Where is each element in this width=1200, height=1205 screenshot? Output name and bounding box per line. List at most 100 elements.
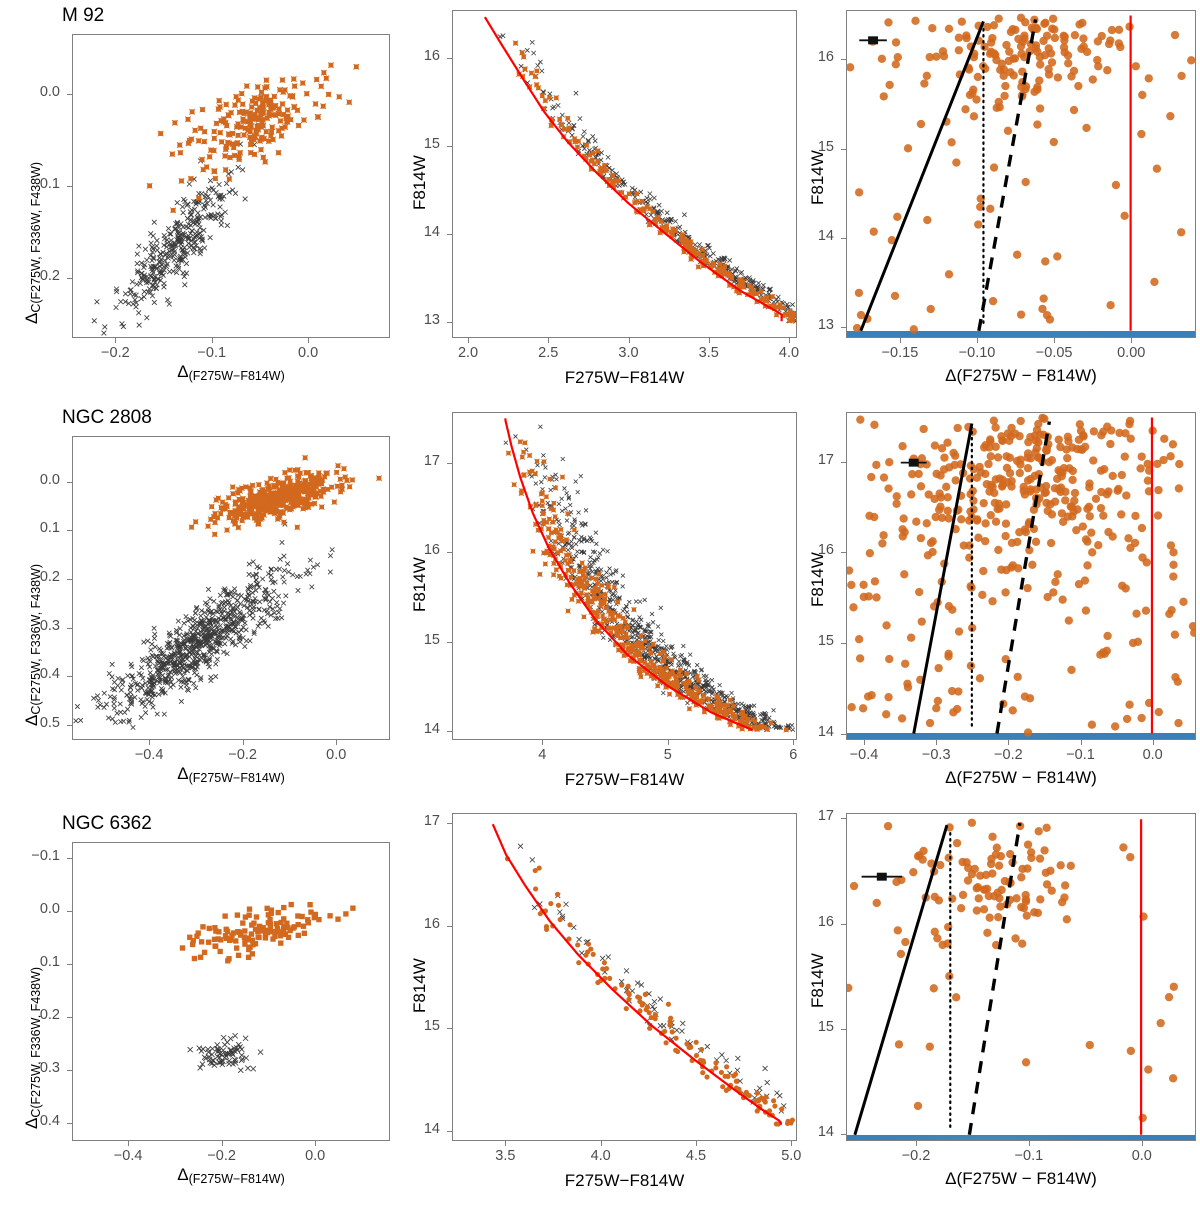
figure-row-m92: M 92 ΔC(F275W, F336W, F438W) Δ(F275W−F81… bbox=[0, 0, 1200, 402]
panel-chm-m92: M 92 ΔC(F275W, F336W, F438W) Δ(F275W−F81… bbox=[0, 0, 400, 402]
heat-blob-layer bbox=[847, 330, 1195, 337]
y-tick-mark bbox=[67, 1122, 72, 1124]
panel-chm-ngc2808: NGC 2808 ΔC(F275W, F336W, F438W) Δ(F275W… bbox=[0, 402, 400, 804]
figure-row-ngc2808: NGC 2808 ΔC(F275W, F336W, F438W) Δ(F275W… bbox=[0, 402, 1200, 804]
heat-blob-layer bbox=[847, 1134, 1195, 1141]
y-tick-label: 15 bbox=[423, 1018, 440, 1035]
heat-blob-layer bbox=[847, 1134, 1195, 1141]
heat-blob-layer bbox=[847, 330, 1195, 337]
y-tick-label: 16 bbox=[817, 49, 834, 66]
heat-blob-layer bbox=[847, 733, 1195, 739]
x-tick-label: −0.1 bbox=[197, 345, 227, 361]
heat-blob-layer bbox=[847, 733, 1195, 739]
heat-blob-layer bbox=[847, 1134, 1195, 1141]
y-tick-label: 17 bbox=[817, 808, 834, 825]
x-tick-mark bbox=[695, 1141, 697, 1147]
x-axis-label-chm-ngc6362: Δ(F275W−F814W) bbox=[72, 1165, 390, 1186]
heat-blob-layer bbox=[847, 733, 1195, 739]
y-tick-mark bbox=[67, 579, 72, 581]
y-tick-label: 15 bbox=[817, 1018, 834, 1035]
ylabel-delta: Δ bbox=[22, 312, 41, 324]
panel-title-m92: M 92 bbox=[62, 5, 105, 26]
y-tick-label: 14 bbox=[817, 1123, 834, 1140]
y-tick-label: 17 bbox=[423, 453, 440, 470]
y-tick-mark bbox=[841, 643, 846, 645]
y-tick-mark bbox=[447, 730, 452, 732]
y-tick-mark bbox=[447, 463, 452, 465]
y-tick-mark bbox=[67, 725, 72, 726]
x-tick-mark bbox=[1131, 338, 1133, 343]
ylabel-sub: C(F275W, F336W, F438W) bbox=[29, 563, 43, 715]
x-tick-mark bbox=[1028, 1141, 1030, 1147]
x-tick-mark bbox=[899, 338, 901, 343]
y-tick-label: 0.2 bbox=[39, 569, 60, 586]
x-tick-mark bbox=[600, 1141, 602, 1147]
y-tick-label: 16 bbox=[817, 913, 834, 930]
x-tick-label: 0.0 bbox=[305, 1148, 326, 1165]
heat-blob-layer bbox=[847, 330, 1195, 337]
heat-blob-layer bbox=[847, 330, 1195, 337]
y-tick-label: 14 bbox=[817, 227, 834, 244]
x-tick-mark bbox=[505, 1141, 507, 1147]
y-tick-mark bbox=[67, 858, 72, 860]
x-tick-mark bbox=[708, 338, 710, 343]
x-tick-label: −0.1 bbox=[1014, 1148, 1044, 1165]
y-tick-mark bbox=[67, 910, 72, 912]
y-tick-label: 0.4 bbox=[39, 1112, 60, 1129]
x-tick-mark bbox=[149, 739, 151, 745]
y-tick-mark bbox=[67, 93, 72, 95]
heat-blob-layer bbox=[847, 330, 1195, 337]
y-axis-label-density-ngc2808: F814W bbox=[808, 551, 827, 607]
x-tick-mark bbox=[1141, 1141, 1143, 1147]
y-tick-label: 0.1 bbox=[39, 953, 60, 970]
x-tick-label: −0.4 bbox=[113, 1148, 143, 1165]
heat-blob-layer bbox=[847, 1134, 1195, 1141]
y-tick-label: 14 bbox=[423, 720, 440, 737]
density-heatmap-ngc6362 bbox=[847, 814, 1195, 1141]
plot-area-chm-m92 bbox=[72, 34, 390, 338]
heat-blob-layer bbox=[847, 1134, 1195, 1141]
x-tick-label: −0.15 bbox=[881, 345, 919, 361]
x-tick-mark bbox=[667, 739, 669, 745]
x-tick-label: 5.0 bbox=[781, 1148, 802, 1165]
x-tick-label: 4.0 bbox=[590, 1148, 611, 1165]
heat-blob-layer bbox=[847, 733, 1195, 739]
x-tick-label: 3.5 bbox=[495, 1148, 516, 1165]
y-tick-mark bbox=[447, 1130, 452, 1132]
y-tick-mark bbox=[67, 1016, 72, 1018]
y-tick-label: 0.2 bbox=[39, 1006, 60, 1023]
x-tick-mark bbox=[1080, 739, 1082, 745]
heat-blob-layer bbox=[847, 1134, 1195, 1141]
y-tick-label: 0.0 bbox=[39, 83, 60, 100]
y-tick-label: 16 bbox=[817, 542, 834, 559]
y-tick-mark bbox=[841, 59, 846, 61]
heat-blob-layer bbox=[847, 1134, 1195, 1141]
scatter-points-chm-ngc6362 bbox=[179, 902, 356, 1074]
plot-area-chm-ngc6362 bbox=[72, 842, 390, 1142]
y-tick-label: 17 bbox=[423, 813, 440, 830]
panel-cmd-ngc2808: F814W F275W−F814W 4 5 6 14 15 16 17 bbox=[400, 402, 800, 804]
y-tick-mark bbox=[841, 923, 846, 925]
y-tick-mark bbox=[447, 823, 452, 825]
x-axis-label-density-ngc2808: Δ(F275W − F814W) bbox=[945, 767, 1097, 787]
heat-blob-layer bbox=[847, 330, 1195, 337]
y-tick-label: 0.3 bbox=[39, 617, 60, 634]
plot-area-density-ngc6362 bbox=[846, 813, 1196, 1142]
x-tick-label: 4.0 bbox=[778, 345, 800, 361]
y-tick-mark bbox=[841, 818, 846, 820]
panel-chm-ngc6362: NGC 6362 ΔC(F275W, F336W, F438W) Δ(F275W… bbox=[0, 803, 400, 1205]
x-tick-label: 6 bbox=[789, 746, 798, 763]
heat-blob-layer bbox=[847, 1134, 1195, 1141]
y-axis-label-chm-ngc2808: ΔC(F275W, F336W, F438W) bbox=[22, 563, 43, 726]
x-tick-label: −0.2 bbox=[901, 1148, 931, 1165]
y-tick-mark bbox=[841, 1133, 846, 1135]
x-tick-label: −0.3 bbox=[921, 746, 951, 763]
y-axis-label-cmd-ngc6362: F814W bbox=[410, 958, 429, 1014]
heat-blob-layer bbox=[847, 1134, 1195, 1141]
xlabel-sub: (F275W−F814W) bbox=[188, 770, 285, 785]
heat-blob-layer bbox=[847, 330, 1195, 337]
y-tick-mark bbox=[447, 925, 452, 927]
y-axis-label-chm-ngc6362: ΔC(F275W, F336W, F438W) bbox=[22, 967, 43, 1129]
x-axis-label-chm-m92: Δ(F275W−F814W) bbox=[72, 362, 390, 383]
y-tick-mark bbox=[447, 322, 452, 324]
